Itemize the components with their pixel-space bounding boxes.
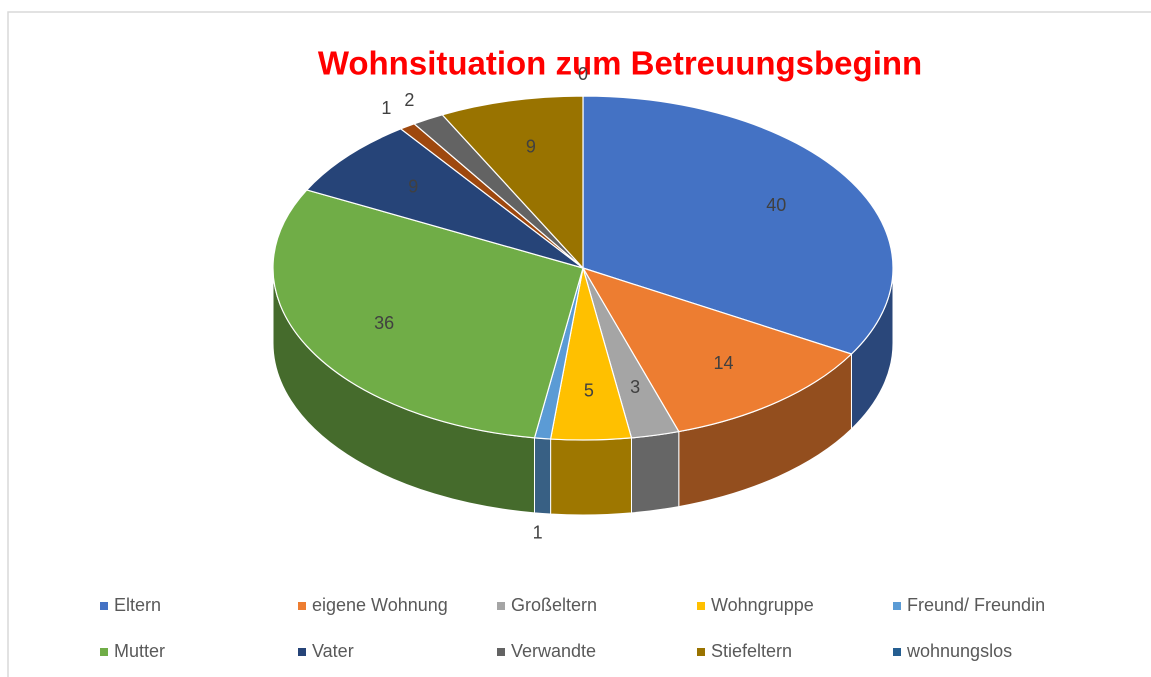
data-label: 9	[526, 136, 536, 156]
data-label: 36	[374, 313, 394, 333]
legend-label: wohnungslos	[906, 641, 1012, 661]
legend-label: Mutter	[114, 641, 165, 661]
legend-label: Eltern	[114, 595, 161, 615]
slice	[441, 95, 584, 270]
legend-swatch	[100, 648, 108, 656]
legend-label: eigene Wohnung	[312, 595, 448, 615]
slice	[582, 95, 894, 355]
legend-swatch	[298, 602, 306, 610]
slice	[272, 189, 584, 439]
legend-label: Großeltern	[511, 595, 597, 615]
data-label: 2	[404, 90, 414, 110]
data-label: 14	[713, 353, 733, 373]
slice-side	[550, 437, 632, 516]
chart-border	[7, 11, 1151, 677]
legend-label: Stiefeltern	[711, 641, 792, 661]
legend-swatch	[893, 602, 901, 610]
data-label: 40	[766, 195, 786, 215]
slice	[305, 128, 584, 269]
slice-side	[534, 437, 552, 515]
legend-swatch	[893, 648, 901, 656]
legend-label: Verwandte	[511, 641, 596, 661]
legend-swatch	[100, 602, 108, 610]
legend-swatch	[298, 648, 306, 656]
legend-label: Wohngruppe	[711, 595, 814, 615]
data-label: 0	[578, 64, 588, 84]
slice-side	[630, 430, 680, 514]
data-label: 1	[381, 98, 391, 118]
legend-swatch	[697, 602, 705, 610]
data-label: 5	[584, 381, 594, 401]
data-label: 9	[408, 176, 418, 196]
chart-title: Wohnsituation zum Betreuungsbeginn	[318, 45, 922, 82]
legend-swatch	[497, 602, 505, 610]
legend-label: Vater	[312, 641, 354, 661]
slice	[581, 266, 853, 433]
legend-swatch	[697, 648, 705, 656]
legend-label: Freund/ Freundin	[907, 595, 1045, 615]
data-label: 1	[533, 523, 543, 543]
legend-swatch	[497, 648, 505, 656]
data-label: 3	[630, 377, 640, 397]
